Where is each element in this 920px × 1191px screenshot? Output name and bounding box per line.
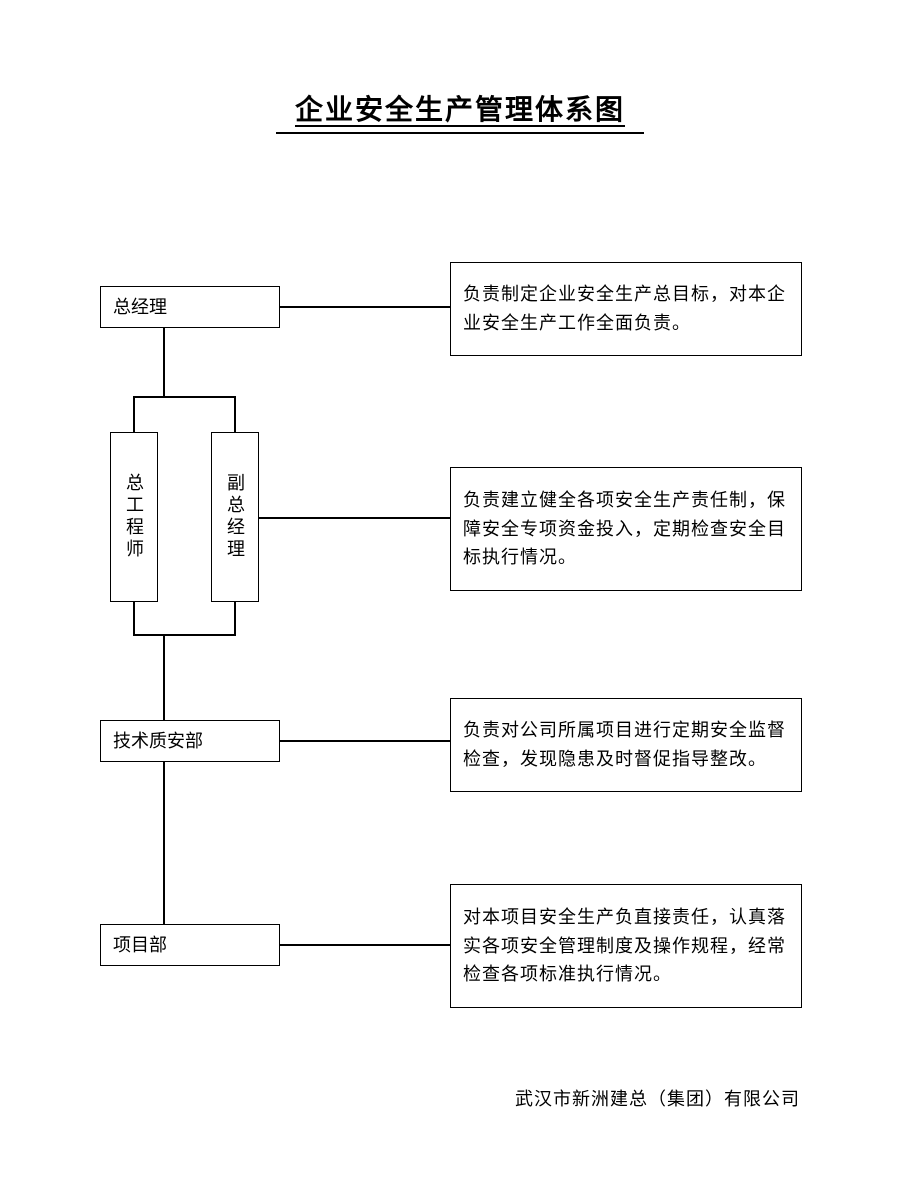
connector-tech-desc (280, 740, 450, 742)
title-underline (276, 132, 644, 134)
connector-deputy-down (234, 602, 236, 634)
node-tech-dept: 技术质安部 (100, 720, 280, 762)
connector-project-desc (280, 944, 450, 946)
footer-company: 武汉市新洲建总（集团）有限公司 (515, 1085, 800, 1111)
node-tech-desc: 负责对公司所属项目进行定期安全监督检查，发现隐患及时督促指导整改。 (450, 698, 802, 792)
connector-split-top (133, 396, 236, 398)
node-gm: 总经理 (100, 286, 280, 328)
node-chief-engineer-label: 总工程师 (121, 473, 147, 561)
connector-gm-down (163, 328, 165, 396)
connector-to-chief (133, 396, 135, 432)
connector-tech-project (163, 762, 165, 924)
node-deputy-desc-text: 负责建立健全各项安全生产责任制，保障安全专项资金投入，定期检查安全目标执行情况。 (463, 486, 789, 572)
node-tech-dept-label: 技术质安部 (113, 727, 203, 756)
node-project-desc-text: 对本项目安全生产负直接责任，认真落实各项安全管理制度及操作规程，经常检查各项标准… (463, 903, 789, 989)
diagram-title: 企业安全生产管理体系图 (295, 88, 625, 128)
node-gm-desc-text: 负责制定企业安全生产总目标，对本企业安全生产工作全面负责。 (463, 280, 789, 338)
node-gm-desc: 负责制定企业安全生产总目标，对本企业安全生产工作全面负责。 (450, 262, 802, 356)
node-gm-label: 总经理 (113, 293, 167, 322)
node-deputy-desc: 负责建立健全各项安全生产责任制，保障安全专项资金投入，定期检查安全目标执行情况。 (450, 467, 802, 591)
connector-merge-down (163, 634, 165, 720)
node-project-dept: 项目部 (100, 924, 280, 966)
node-tech-desc-text: 负责对公司所属项目进行定期安全监督检查，发现隐患及时督促指导整改。 (463, 716, 789, 774)
node-deputy-gm-label: 副总经理 (222, 473, 248, 561)
connector-gm-desc (280, 306, 450, 308)
node-project-desc: 对本项目安全生产负直接责任，认真落实各项安全管理制度及操作规程，经常检查各项标准… (450, 884, 802, 1008)
connector-deputy-desc (259, 517, 450, 519)
node-deputy-gm: 副总经理 (211, 432, 259, 602)
connector-merge-bottom (133, 634, 236, 636)
connector-chief-down (133, 602, 135, 634)
node-project-dept-label: 项目部 (113, 931, 167, 960)
node-chief-engineer: 总工程师 (110, 432, 158, 602)
connector-to-deputy (234, 396, 236, 432)
